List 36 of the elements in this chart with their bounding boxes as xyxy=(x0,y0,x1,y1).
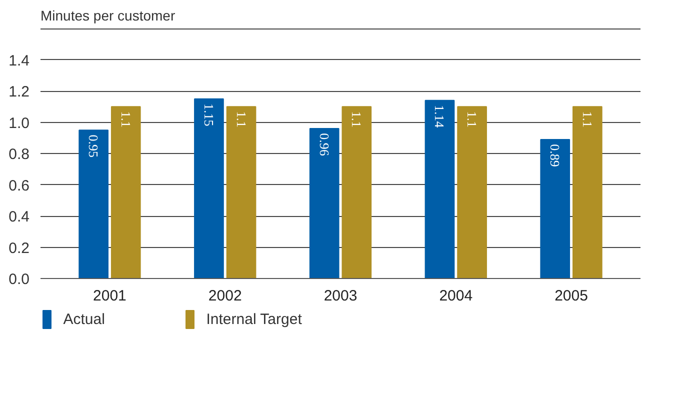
bar xyxy=(540,138,570,278)
bar xyxy=(309,128,340,278)
x-tick-label: 2002 xyxy=(208,288,242,304)
data-label: 1.1 xyxy=(464,111,480,128)
data-label: 1.15 xyxy=(201,104,216,126)
data-label: 1.1 xyxy=(580,111,595,128)
bar xyxy=(572,106,602,278)
data-label: 1.1 xyxy=(118,111,134,128)
y-tick-label: 0.8 xyxy=(8,146,30,163)
data-label: 1.1 xyxy=(234,111,249,128)
y-tick-label: 0.2 xyxy=(8,240,30,257)
bar xyxy=(110,106,141,278)
y-tick-label: 1.4 xyxy=(8,52,30,70)
data-label: 1.14 xyxy=(432,105,448,128)
legend-label: Actual xyxy=(63,311,105,328)
data-label: 0.95 xyxy=(86,134,102,158)
y-tick-label: 0.0 xyxy=(8,271,30,288)
x-tick-label: 2001 xyxy=(93,288,126,304)
data-label: 0.89 xyxy=(548,144,563,167)
data-label: 0.96 xyxy=(316,133,332,156)
y-tick-label: 1.2 xyxy=(8,84,30,100)
bar xyxy=(457,106,487,278)
y-axis-title: Minutes per customer xyxy=(40,8,176,24)
bar xyxy=(194,98,224,278)
data-label: 1.1 xyxy=(349,111,364,128)
x-tick-label: 2003 xyxy=(324,288,358,304)
x-tick-label: 2004 xyxy=(439,288,473,304)
bar xyxy=(226,106,256,278)
bar xyxy=(424,100,455,278)
y-tick-label: 0.6 xyxy=(8,177,30,194)
x-tick-label: 2005 xyxy=(554,288,588,304)
bar xyxy=(78,130,108,278)
bar xyxy=(342,106,372,278)
y-tick-label: 0.4 xyxy=(8,208,30,226)
legend-label: Internal Target xyxy=(206,311,303,328)
y-tick-label: 1.0 xyxy=(8,114,30,132)
